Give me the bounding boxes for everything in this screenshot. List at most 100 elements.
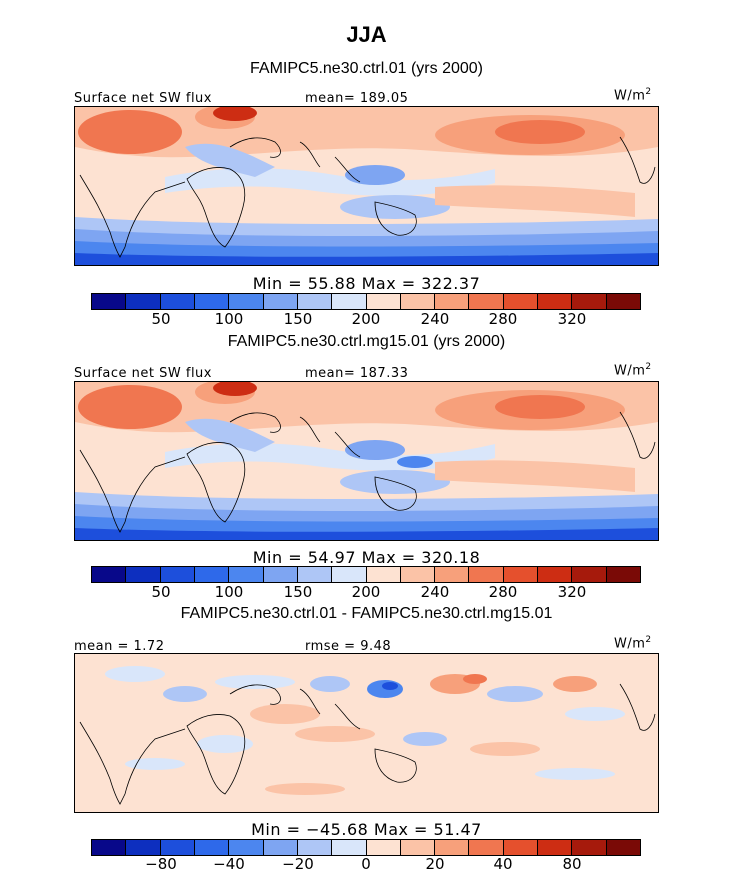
panel3-mean-label: mean = 1.72: [74, 639, 165, 654]
panel3-cbar-bin: [160, 840, 195, 855]
panel1-coastlines: [79, 136, 656, 258]
panel3-rmse-label: rmse = 9.48: [305, 639, 392, 654]
panel3-cbar-bin: [469, 840, 504, 855]
panel1-sahara-max: [213, 107, 257, 121]
panel3-case-title: FAMIPC5.ne30.ctrl.01 - FAMIPC5.ne30.ctrl…: [180, 605, 553, 622]
panel2-cbar-tick: 240: [420, 583, 450, 601]
panel1-cbar-tick: 280: [488, 310, 518, 328]
panel3-cbar-bin: [126, 840, 161, 855]
panel1-map: [74, 106, 659, 266]
panel1-colorbar: [91, 293, 641, 310]
panel3-colorbar: [91, 839, 641, 856]
panel3-cbar-bin: [366, 840, 401, 855]
panel2-cbar-bin: [606, 567, 640, 582]
panel2-cbar-bin: [194, 567, 230, 582]
panel2-cbar-bin: [366, 567, 401, 582]
panel2-cbar-bin: [503, 567, 539, 582]
panel1-cbar-bin: [297, 294, 333, 309]
panel3-cbar-tick: −20: [282, 855, 314, 873]
panel2-cbar-tick: 100: [214, 583, 244, 601]
panel1-units: W/m2: [614, 87, 652, 104]
panel1-cbar-bin: [229, 294, 264, 309]
panel2-npac-high: [78, 385, 182, 429]
panel3-stats: Min = −45.68 Max = 51.47: [251, 820, 482, 839]
panel1-cbar-bin: [469, 294, 504, 309]
panel1-left-label: Surface net SW flux: [74, 91, 212, 106]
panel1-npac-high: [78, 110, 182, 154]
panel1-cbar-bin: [332, 294, 367, 309]
panel3-cbar-bin: [435, 840, 470, 855]
panel1-cbar-bin: [400, 294, 436, 309]
panel2-cbar-bin: [435, 567, 470, 582]
panel1-cbar-bin: [572, 294, 607, 309]
panel1-cbar-bin: [538, 294, 573, 309]
panel3-cbar-tick: 80: [562, 855, 582, 873]
panel1-cbar-tick: 100: [214, 310, 244, 328]
panel2-cbar-bin: [297, 567, 333, 582]
panel2-stats: Min = 54.97 Max = 320.18: [252, 548, 481, 567]
panel3-cbar-tick: −40: [213, 855, 245, 873]
panel2-cbar-bin: [332, 567, 367, 582]
panel2-cbar-tick: 280: [488, 583, 518, 601]
panel1-cbar-bin: [366, 294, 401, 309]
panel2-coastlines: [79, 411, 656, 533]
panel2-cbar-bin: [126, 567, 161, 582]
panel1-cbar-tick: 200: [351, 310, 381, 328]
panel1-cbar-bin: [126, 294, 161, 309]
panel2-map: [74, 381, 659, 541]
panel1-mean-label: mean= 189.05: [305, 91, 409, 106]
panel2-cbar-bin: [229, 567, 264, 582]
panel2-cbar-bin: [538, 567, 573, 582]
panel1-cbar-tick: 50: [151, 310, 171, 328]
panel2-cbar-tick: 150: [283, 583, 313, 601]
panel3-coastlines: [79, 683, 656, 805]
panel1-cbar-tick: 150: [283, 310, 313, 328]
panel1-cbar-bin: [92, 294, 127, 309]
panel2-cbar-tick: 200: [351, 583, 381, 601]
panel3-cbar-tick: 20: [425, 855, 445, 873]
panel2-units: W/m2: [614, 362, 652, 379]
panel3-cbar-bin: [400, 840, 436, 855]
panel3-map-svg: [75, 654, 658, 812]
panel2-map-svg: [75, 382, 658, 540]
panel2-cbar-bin: [469, 567, 504, 582]
panel3-units: W/m2: [614, 635, 652, 652]
panel3-cbar-tick: −80: [145, 855, 177, 873]
panel1-cbar-bin: [435, 294, 470, 309]
panel3-cbar-bin: [194, 840, 230, 855]
panel2-case-title: FAMIPC5.ne30.ctrl.mg15.01 (yrs 2000): [227, 333, 506, 350]
panel3-cbar-bin: [606, 840, 640, 855]
panel1-map-svg: [75, 107, 658, 265]
panel1-cbar-tick: 320: [557, 310, 587, 328]
panel3-cbar-bin: [297, 840, 333, 855]
panel1-cbar-bin: [503, 294, 539, 309]
panel3-cbar-bin: [263, 840, 298, 855]
panel3-map: [74, 653, 659, 813]
panel2-cbar-bin: [263, 567, 298, 582]
panel1-cbar-bin: [194, 294, 230, 309]
panel1-cbar-tick: 240: [420, 310, 450, 328]
panel2-cbar-bin: [400, 567, 436, 582]
panel1-itcz: [165, 168, 495, 196]
panel3-cbar-bin: [503, 840, 539, 855]
panel2-cbar-bin: [92, 567, 127, 582]
panel3-cbar-tick: 0: [361, 855, 371, 873]
panel3-cbar-bin: [229, 840, 264, 855]
panel3-cbar-tick: 40: [493, 855, 513, 873]
panel2-left-label: Surface net SW flux: [74, 366, 212, 381]
panel1-cbar-bin: [263, 294, 298, 309]
panel2-cbar-tick: 320: [557, 583, 587, 601]
panel2-cbar-tick: 50: [151, 583, 171, 601]
panel1-stats: Min = 55.88 Max = 322.37: [252, 274, 481, 293]
figure-title: JJA: [346, 22, 387, 47]
panel1-case-title: FAMIPC5.ne30.ctrl.01 (yrs 2000): [250, 60, 483, 77]
panel3-cbar-bin: [538, 840, 573, 855]
panel2-colorbar: [91, 566, 641, 583]
panel1-cbar-bin: [160, 294, 195, 309]
panel3-cbar-bin: [332, 840, 367, 855]
panel1-cbar-bin: [606, 294, 640, 309]
panel2-mean-label: mean= 187.33: [305, 366, 409, 381]
panel2-cbar-bin: [160, 567, 195, 582]
panel3-cbar-bin: [92, 840, 127, 855]
panel2-cbar-bin: [572, 567, 607, 582]
